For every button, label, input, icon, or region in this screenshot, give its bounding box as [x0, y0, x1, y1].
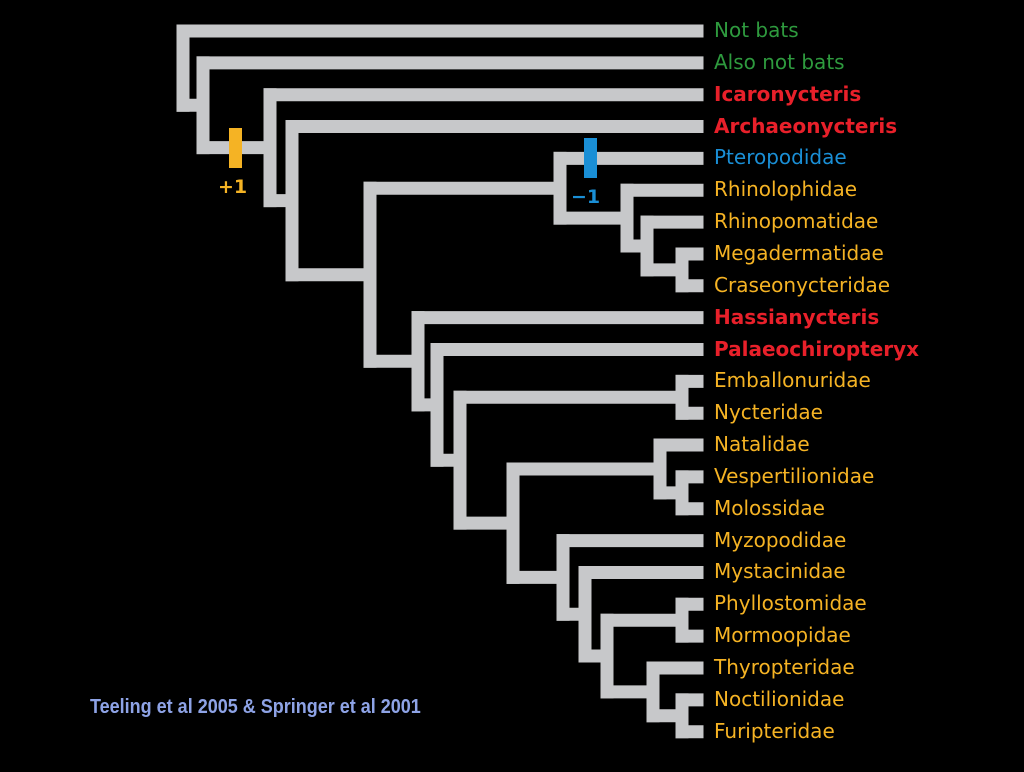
citation: Teeling et al 2005 & Springer et al 2001: [90, 696, 421, 718]
taxon-label-rhinopomatidae: Rhinopomatidae: [714, 209, 879, 234]
taxon-label-phyllostomidae: Phyllostomidae: [714, 591, 867, 616]
taxon-label-hassianycteris: Hassianycteris: [714, 304, 880, 329]
taxon-label-furipteridae: Furipteridae: [714, 718, 835, 743]
marker-bar-plus-one: [229, 128, 242, 168]
taxon-label-molossidae: Molossidae: [714, 495, 825, 520]
taxon-label-mormoopidae: Mormoopidae: [714, 623, 851, 648]
taxon-label-vespertilionidae: Vespertilionidae: [714, 463, 875, 488]
taxon-label-craseonycteridae: Craseonycteridae: [714, 272, 891, 297]
taxon-label-megadermatidae: Megadermatidae: [714, 240, 884, 265]
taxon-label-also-not-bats: Also not bats: [714, 49, 845, 74]
taxon-label-mystacinidae: Mystacinidae: [714, 559, 846, 584]
taxon-label-not-bats: Not bats: [714, 18, 799, 42]
taxon-label-nycteridae: Nycteridae: [714, 400, 823, 425]
taxon-label-icaronycteris: Icaronycteris: [714, 81, 862, 106]
taxon-label-thyropteridae: Thyropteridae: [714, 655, 855, 679]
taxon-label-natalidae: Natalidae: [714, 432, 810, 457]
taxon-label-palaeochiropteryx: Palaeochiropteryx: [714, 336, 920, 361]
marker-label-minus-one: −1: [571, 186, 601, 208]
taxon-label-archaeonycteris: Archaeonycteris: [714, 113, 898, 138]
taxon-label-pteropodidae: Pteropodidae: [714, 145, 847, 170]
marker-bar-minus-one: [584, 138, 597, 178]
taxon-label-rhinolophidae: Rhinolophidae: [714, 177, 858, 202]
taxon-label-myzopodidae: Myzopodidae: [714, 527, 847, 552]
taxon-label-noctilionidae: Noctilionidae: [714, 686, 845, 711]
taxon-label-emballonuridae: Emballonuridae: [714, 368, 871, 393]
marker-label-plus-one: +1: [218, 176, 248, 198]
